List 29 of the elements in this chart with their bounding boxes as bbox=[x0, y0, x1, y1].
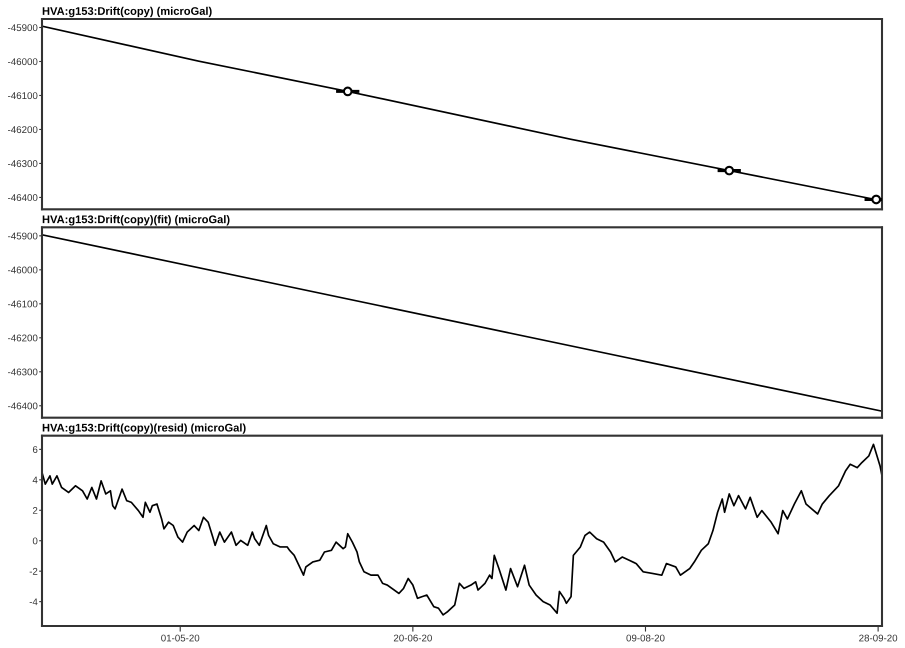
y-tick-label: -46300 bbox=[8, 160, 38, 168]
y-tick-label: -45900 bbox=[8, 24, 38, 32]
y-tick-label: -4 bbox=[30, 598, 38, 606]
y-tick-label: -46000 bbox=[8, 58, 38, 66]
point bbox=[871, 194, 882, 204]
point bbox=[342, 86, 353, 96]
x-tick-label: 28-09-20 bbox=[859, 634, 898, 642]
x-tick-label: 09-08-20 bbox=[626, 634, 665, 642]
y-tick-label: -46000 bbox=[8, 266, 38, 274]
y-tick-label: 0 bbox=[32, 537, 38, 544]
line-series bbox=[42, 444, 882, 616]
y-tick-label: -46200 bbox=[8, 334, 38, 342]
y-tick-label: -2 bbox=[30, 568, 38, 575]
chart-title: HVA:g153:Drift(copy)(resid) (microGal) bbox=[42, 423, 246, 434]
y-tick-label: -46400 bbox=[8, 194, 38, 202]
y-tick-label: 6 bbox=[32, 446, 38, 453]
y-tick-label: -46200 bbox=[8, 126, 38, 134]
y-tick-label: -45900 bbox=[8, 232, 38, 240]
chart-title: HVA:g153:Drift(copy) (microGal) bbox=[42, 6, 212, 18]
y-tick-label: -46300 bbox=[8, 368, 38, 376]
y-tick-label: -46100 bbox=[8, 300, 38, 308]
chart-title: HVA:g153:Drift(copy)(fit) (microGal) bbox=[42, 215, 230, 226]
x-tick-label: 01-05-20 bbox=[161, 634, 200, 642]
y-tick-label: 4 bbox=[32, 476, 38, 484]
y-tick-label: 2 bbox=[32, 507, 38, 514]
y-tick-label: -46100 bbox=[8, 92, 38, 100]
point bbox=[724, 166, 734, 176]
y-tick-label: -46400 bbox=[8, 402, 38, 410]
x-tick-label: 20-06-20 bbox=[394, 634, 432, 642]
